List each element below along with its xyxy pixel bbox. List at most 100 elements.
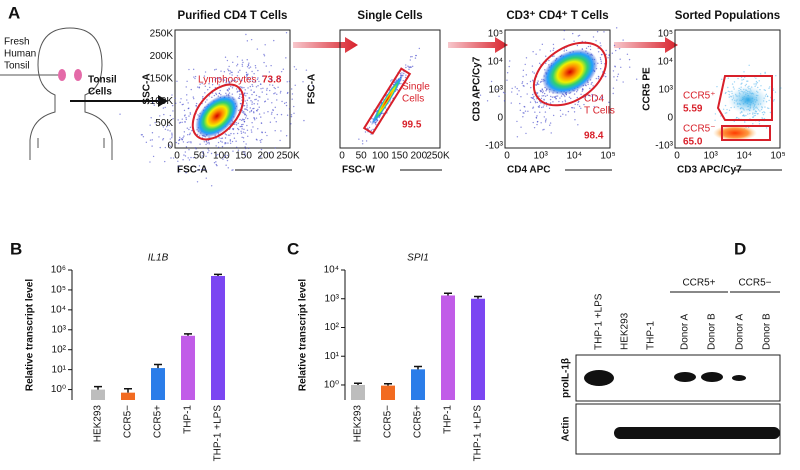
event-dot: [255, 86, 258, 88]
event-dot: [731, 83, 734, 85]
event-dot: [222, 79, 225, 81]
event-dot: [211, 84, 214, 86]
event-dot: [250, 89, 252, 91]
event-dot: [612, 87, 615, 89]
event-dot: [541, 106, 543, 109]
event-dot: [402, 79, 404, 82]
event-dot: [246, 106, 248, 108]
x-tick-label: 10³: [703, 151, 718, 162]
y-axis-label: CD3 APC/Cy7: [472, 56, 483, 121]
event-dot: [554, 96, 556, 99]
event-dot: [506, 79, 508, 81]
event-dot: [229, 140, 232, 142]
event-dot: [253, 91, 255, 94]
event-dot: [533, 95, 535, 98]
event-dot: [239, 86, 242, 88]
event-dot: [561, 101, 564, 103]
event-dot: [729, 91, 731, 93]
event-dot: [276, 99, 278, 101]
event-dot: [263, 61, 265, 64]
event-dot: [226, 77, 228, 80]
event-dot: [265, 65, 267, 67]
event-dot: [263, 55, 266, 57]
event-dot: [576, 91, 578, 93]
y-tick-label: 10⁰: [51, 384, 66, 395]
event-dot: [532, 71, 534, 73]
event-dot: [248, 97, 251, 99]
event-dot: [525, 57, 528, 59]
event-dot: [210, 152, 213, 155]
event-dot: [260, 116, 262, 118]
event-dot: [286, 114, 289, 116]
event-dot: [203, 75, 206, 77]
event-dot: [607, 57, 609, 59]
event-dot: [563, 29, 566, 32]
event-dot: [207, 148, 209, 150]
event-dot: [251, 76, 254, 78]
source-label: Tonsil: [4, 61, 30, 72]
x-tick-label: 150: [235, 151, 252, 162]
event-dot: [194, 75, 197, 78]
event-dot: [714, 113, 717, 115]
event-dot: [549, 98, 552, 101]
event-dot: [223, 71, 226, 73]
gate: [191, 83, 245, 141]
event-dot: [498, 95, 500, 98]
event-dot: [245, 143, 247, 145]
event-dot: [247, 135, 249, 137]
y-tick-label: -10³: [655, 141, 673, 152]
event-dot: [399, 72, 401, 75]
event-dot: [538, 95, 540, 97]
event-dot: [615, 27, 618, 29]
event-dot: [243, 120, 246, 123]
event-dot: [256, 110, 258, 112]
event-dot: [595, 95, 597, 97]
event-dot: [531, 93, 534, 96]
event-dot: [255, 94, 258, 97]
event-dot: [217, 146, 220, 149]
event-dot: [183, 115, 186, 117]
event-dot: [164, 106, 166, 109]
event-dot: [524, 63, 526, 66]
event-dot: [532, 97, 534, 100]
event-dot: [175, 102, 177, 105]
event-dot: [179, 136, 181, 139]
event-dot: [761, 111, 764, 114]
y-tick-label: 10⁵: [488, 29, 503, 40]
event-dot: [213, 94, 216, 97]
event-dot: [235, 146, 238, 149]
event-dot: [186, 99, 188, 101]
event-dot: [236, 132, 239, 135]
event-dot: [595, 40, 597, 42]
event-dot: [742, 78, 745, 81]
event-dot: [188, 141, 190, 143]
event-dot: [262, 87, 264, 89]
event-dot: [250, 100, 252, 102]
event-dot: [578, 34, 581, 37]
event-dot: [542, 106, 545, 108]
event-dot: [224, 143, 226, 145]
event-dot: [238, 109, 240, 112]
x-tick-label: HEK293: [93, 405, 104, 443]
event-dot: [215, 145, 217, 147]
event-dot: [164, 128, 167, 130]
event-dot: [516, 136, 519, 138]
event-dot: [405, 64, 407, 66]
event-dot: [260, 122, 263, 124]
event-dot: [558, 100, 560, 103]
event-dot: [253, 117, 255, 119]
event-dot: [260, 148, 263, 151]
event-dot: [503, 100, 506, 102]
event-dot: [594, 99, 597, 101]
event-dot: [254, 65, 257, 67]
event-dot: [145, 141, 148, 144]
event-dot: [225, 81, 227, 84]
event-dot: [540, 122, 542, 124]
event-dot: [243, 128, 245, 131]
event-dot: [601, 96, 604, 98]
event-dot: [274, 92, 276, 94]
event-dot: [251, 70, 253, 73]
event-dot: [259, 83, 262, 85]
event-dot: [737, 77, 739, 80]
event-dot: [233, 137, 236, 139]
